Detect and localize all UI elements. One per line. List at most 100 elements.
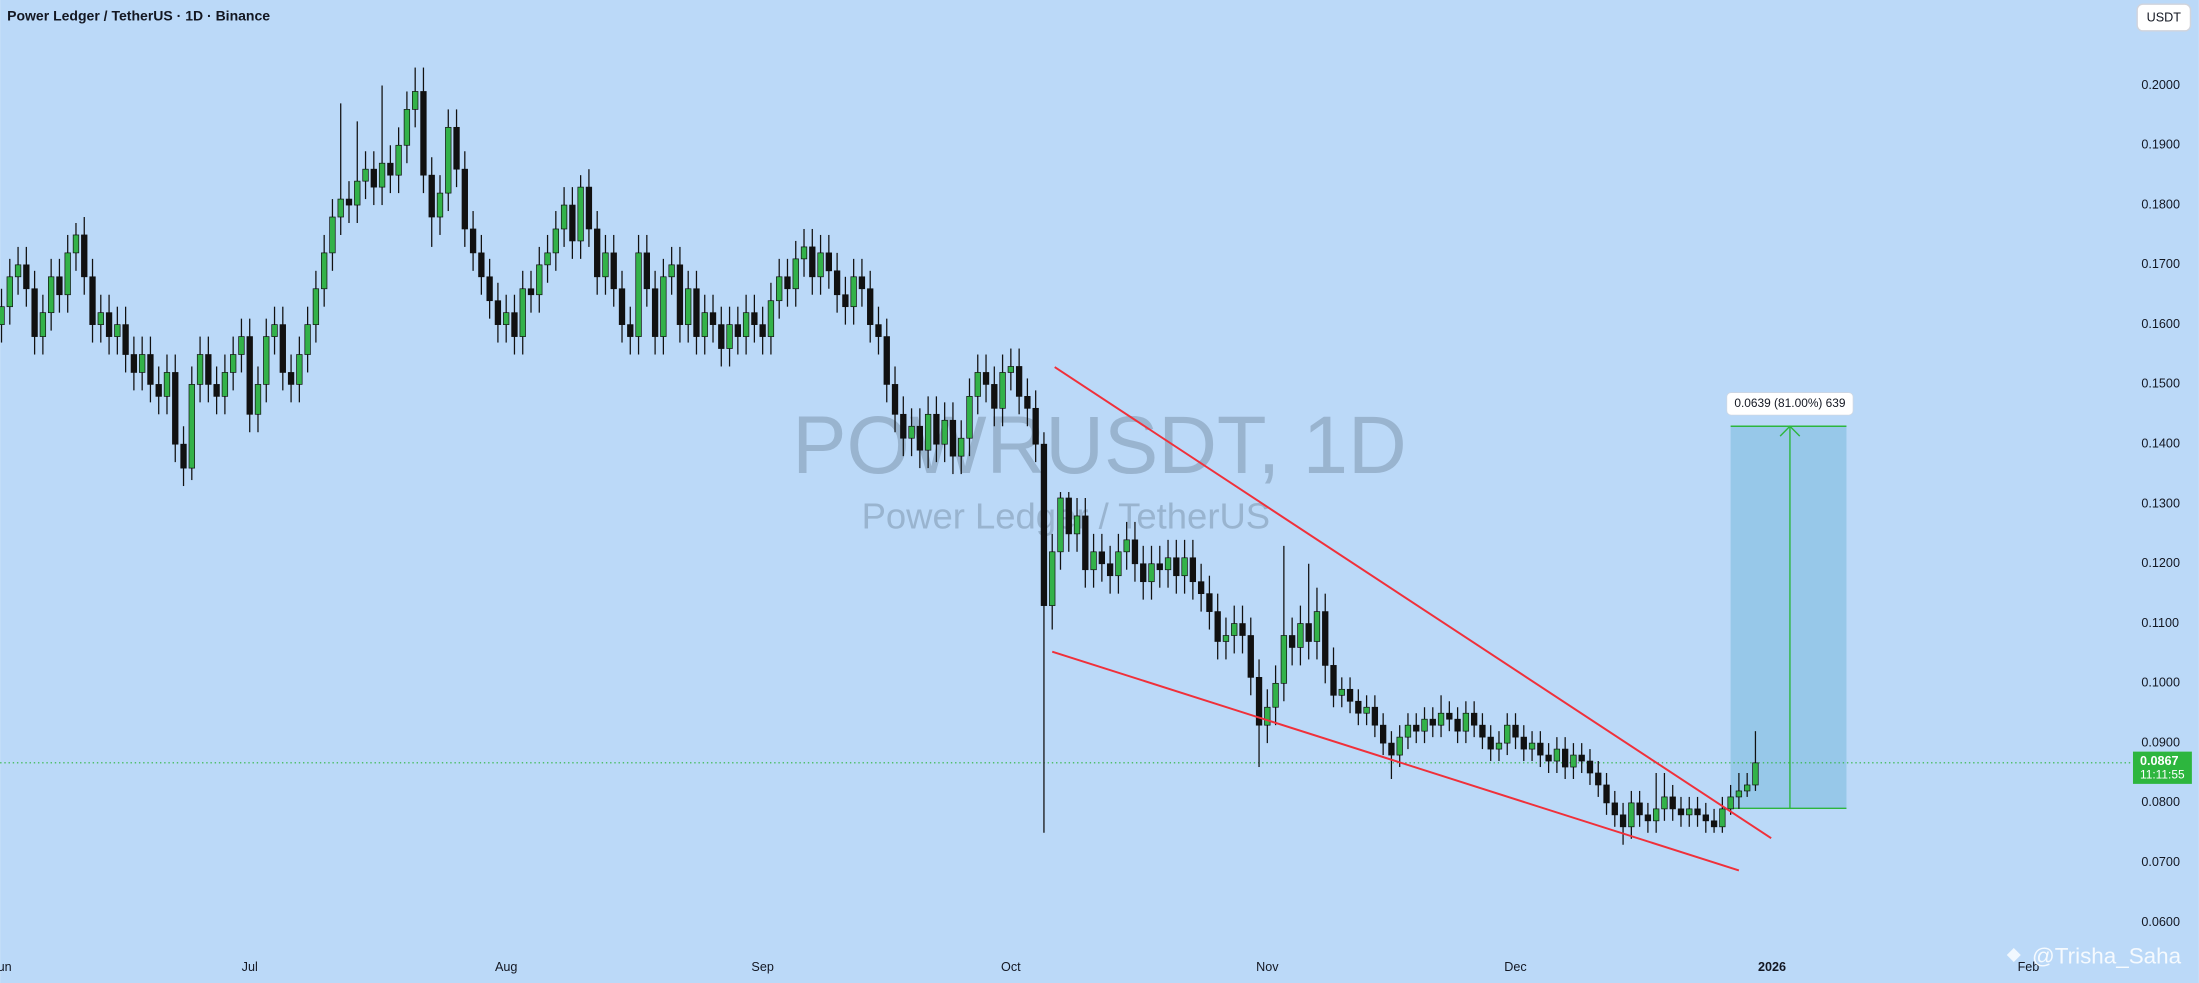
candle-body: [1148, 563, 1155, 583]
candle-body: [147, 354, 154, 385]
candle-body: [1429, 718, 1436, 726]
candle-body: [163, 372, 171, 397]
candle-body: [1421, 718, 1428, 732]
candle-body: [1247, 635, 1254, 678]
candle-body: [618, 288, 626, 325]
candle-body: [1156, 563, 1163, 571]
candle-body: [726, 324, 733, 349]
candle-body: [1694, 808, 1701, 816]
candle-body: [949, 419, 957, 457]
candle-body: [1239, 623, 1246, 636]
candle-body: [908, 425, 915, 439]
candle-body: [1106, 563, 1114, 577]
candle-body: [296, 354, 303, 385]
candle-body: [1611, 802, 1618, 816]
candle-body: [395, 144, 402, 176]
chart-title: Power Ledger / TetherUS · 1D · Binance: [7, 8, 270, 24]
candle-body: [759, 324, 766, 337]
candle-body: [1115, 551, 1122, 577]
candle-body: [569, 204, 576, 242]
plot-area: 0.0600 0.0700 0.0800 0.0900 0.1000 0.1100 0.12…: [0, 67, 2192, 974]
candle-body: [1082, 515, 1089, 571]
currency-label[interactable]: USDT: [2147, 11, 2182, 25]
y-tick-label: 0.1900: [2141, 138, 2180, 152]
candle-body: [718, 324, 725, 349]
y-tick-label: 0.1400: [2141, 437, 2180, 451]
y-tick-label: 0.1300: [2141, 496, 2180, 510]
candle-body: [139, 354, 146, 373]
x-tick-label: Nov: [1256, 960, 1279, 974]
candle-body: [660, 276, 667, 337]
candle-body: [693, 288, 700, 337]
candle-body: [577, 186, 584, 242]
candle-body: [751, 312, 758, 325]
y-tick-label: 0.1700: [2141, 257, 2180, 271]
candle-body: [1644, 814, 1652, 822]
candle-body: [643, 252, 650, 290]
candle-body: [1231, 623, 1238, 636]
candle-body: [130, 354, 138, 373]
candle-body: [1057, 497, 1064, 553]
candle-body: [1355, 700, 1362, 714]
candle-body: [445, 126, 452, 194]
candle-body: [1537, 742, 1544, 756]
candle-body: [941, 419, 948, 445]
candle-body: [1371, 706, 1379, 726]
candle-body: [1189, 557, 1197, 583]
candle-body: [1322, 611, 1329, 666]
candle-body: [14, 264, 22, 278]
y-tick-label: 0.1100: [2141, 616, 2179, 630]
candle-body: [1437, 712, 1445, 726]
candle-body: [519, 288, 526, 337]
candle-body: [1669, 796, 1676, 810]
last-price-tag-value: 0.0867: [2140, 754, 2179, 768]
credit: @Trisha_Saha: [2006, 944, 2182, 969]
candle-body: [122, 324, 129, 355]
candle-body: [1049, 551, 1056, 606]
candle-body: [1719, 808, 1726, 828]
x-tick-label: Aug: [495, 960, 517, 974]
candle-body: [858, 276, 866, 290]
candle-body: [494, 300, 502, 325]
candle-body: [1379, 724, 1387, 744]
candle-body: [974, 372, 981, 397]
candle-body: [345, 198, 353, 206]
candle-body: [552, 228, 559, 254]
candle-body: [891, 384, 899, 415]
candle-body: [610, 252, 617, 290]
candle-body: [825, 252, 832, 272]
candle-body: [1404, 724, 1412, 738]
candle-body: [370, 168, 377, 188]
candle-body: [1173, 557, 1180, 577]
candle-body: [1520, 736, 1527, 750]
candle-body: [511, 312, 518, 337]
y-tick-label: 0.1200: [2141, 556, 2180, 570]
candle-body: [867, 288, 874, 325]
candle-body: [378, 162, 386, 188]
candle-body: [875, 324, 882, 337]
candle-body: [81, 234, 88, 278]
candle-body: [1040, 443, 1048, 606]
candle-body: [1288, 635, 1296, 648]
candle-body: [1346, 688, 1354, 702]
candle-body: [1710, 820, 1718, 828]
candle-body: [776, 276, 783, 302]
candle-body: [196, 354, 204, 385]
candle-body: [1744, 784, 1751, 792]
candle-body: [1661, 796, 1668, 810]
candle-body: [544, 252, 551, 266]
candle-body: [188, 384, 195, 469]
candle-body: [1735, 790, 1743, 798]
watermark-symbol: POWRUSDT, 1D: [792, 400, 1407, 491]
projection-label-box: [1726, 392, 1854, 416]
candle-body: [1313, 611, 1321, 642]
candle-body: [114, 324, 121, 337]
candle-body: [1487, 736, 1494, 750]
candle-body: [1388, 742, 1395, 756]
candle-body: [602, 252, 609, 278]
candle-body: [254, 384, 262, 415]
currency-button[interactable]: [2136, 3, 2192, 32]
candle-body: [701, 312, 708, 337]
candle-body: [1123, 539, 1130, 553]
